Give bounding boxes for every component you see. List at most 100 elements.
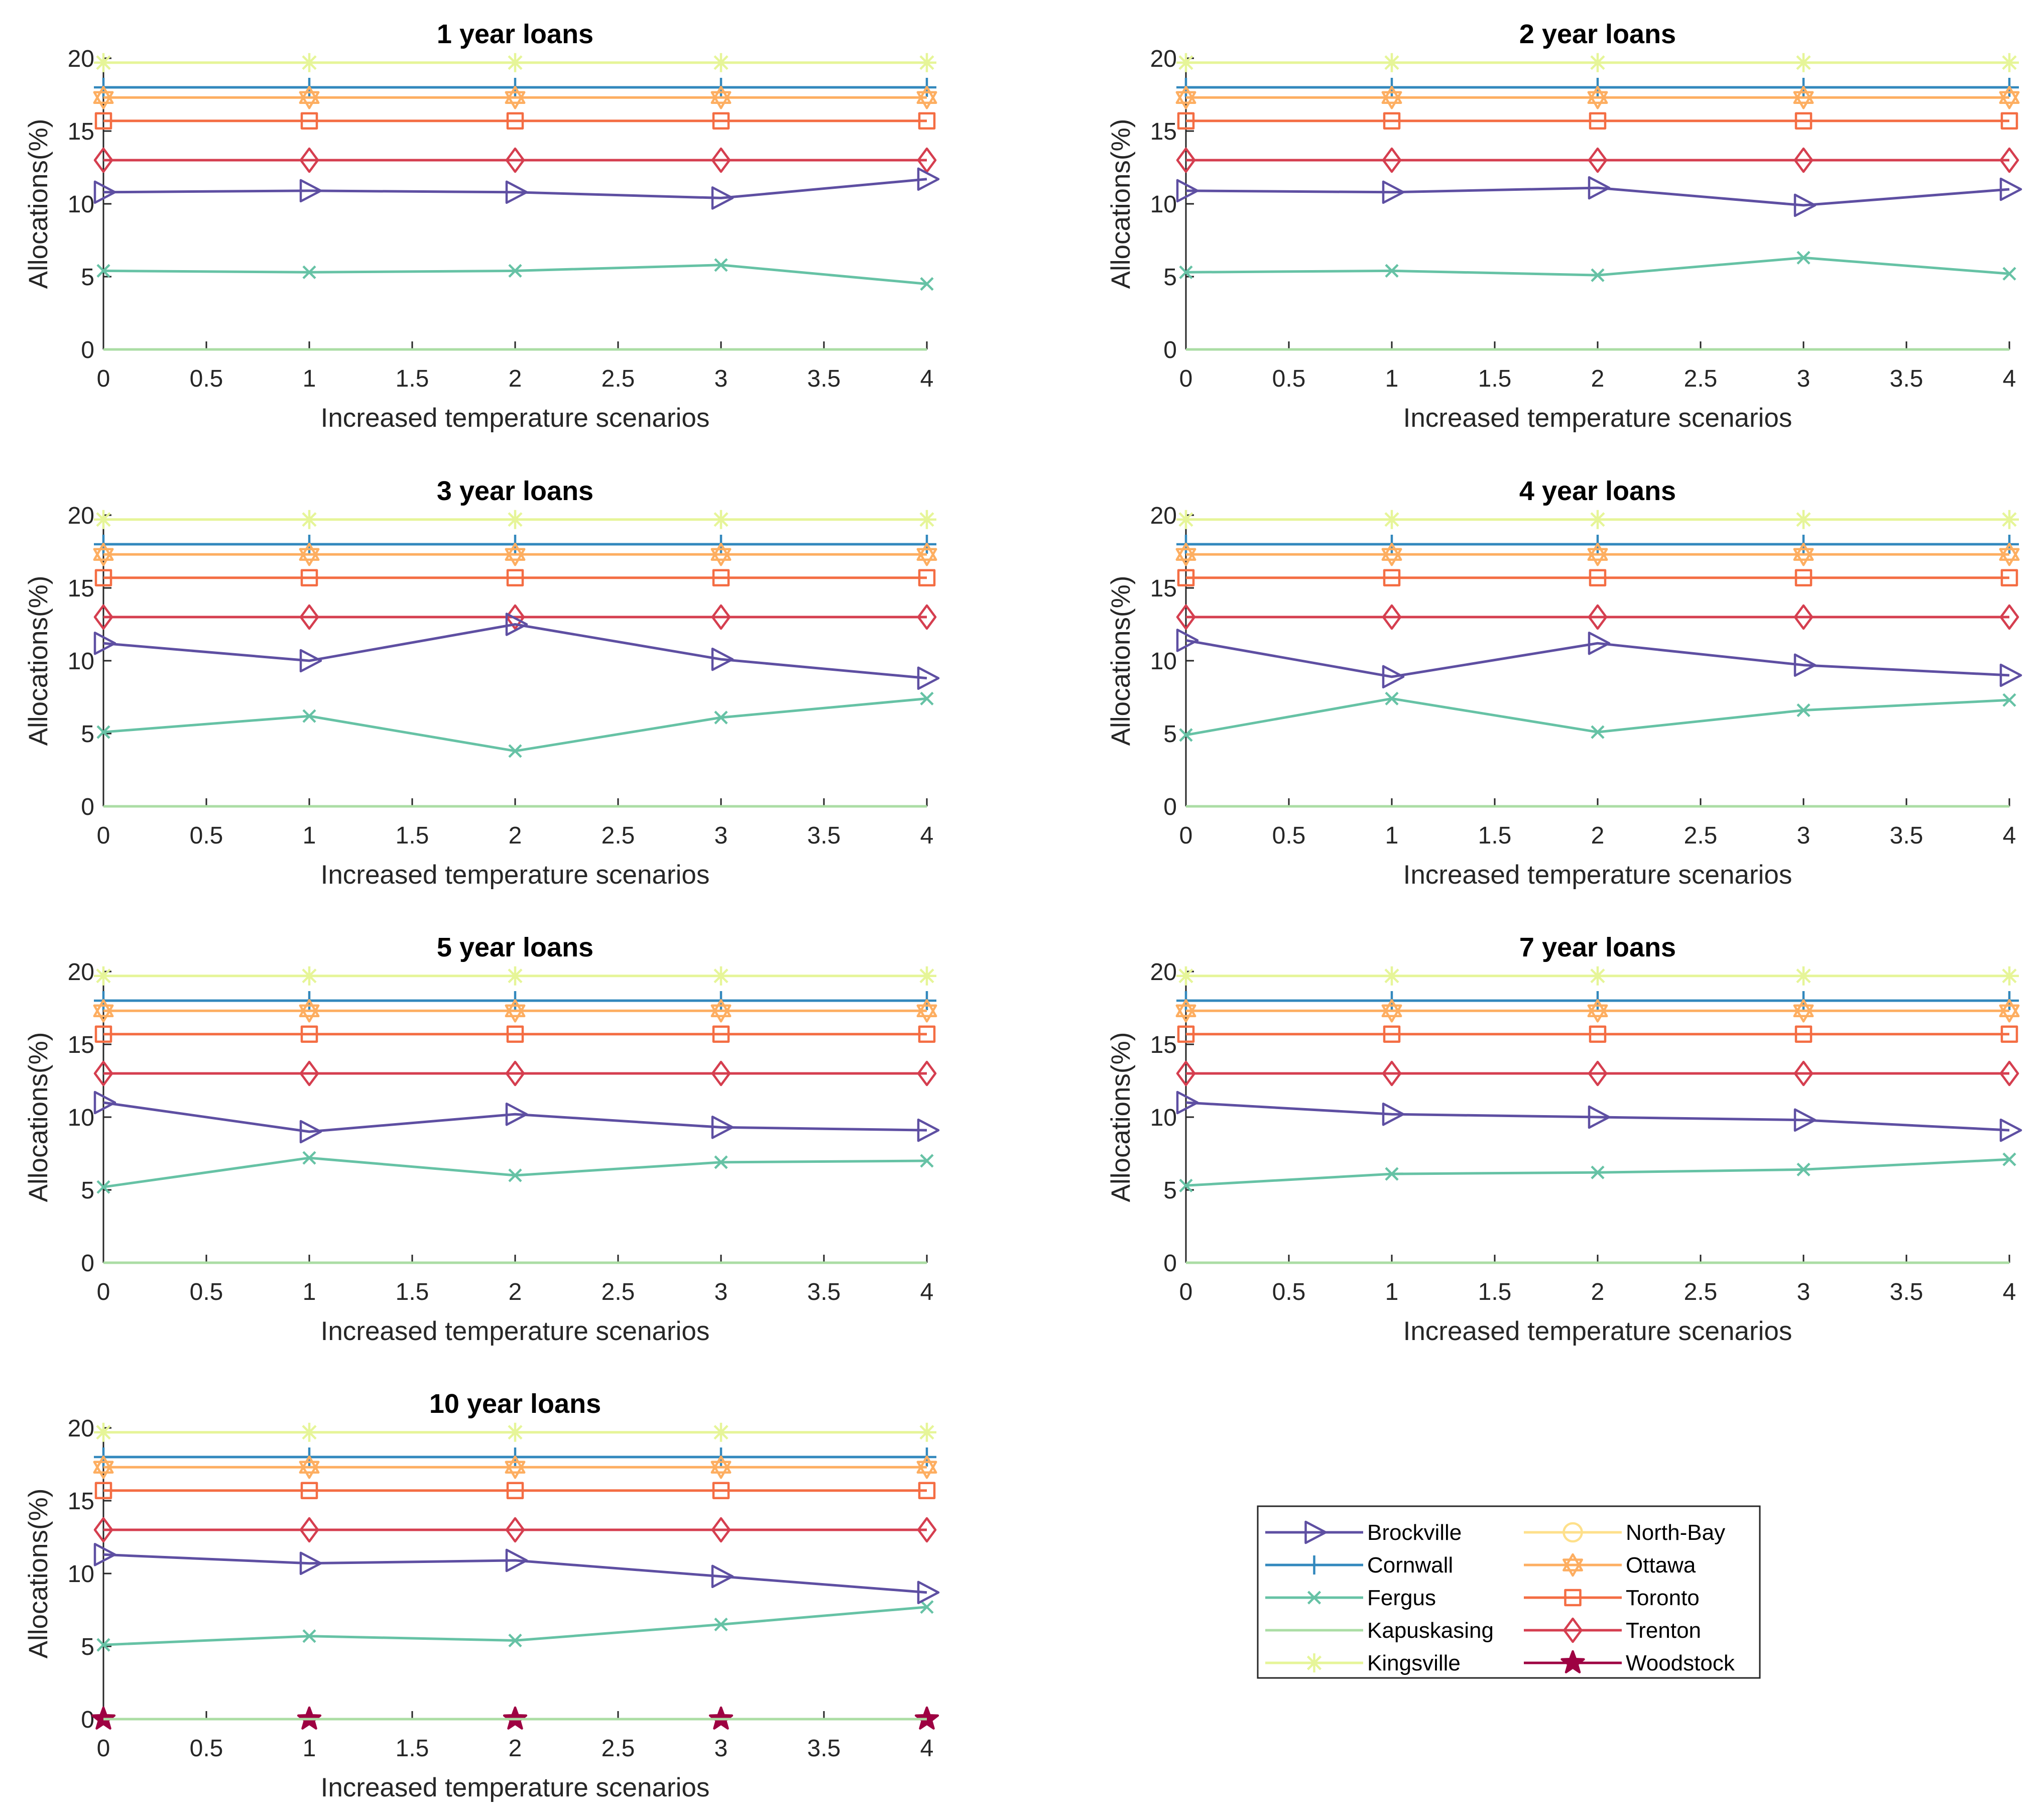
legend-item-fergus: Fergus <box>1265 1586 1436 1610</box>
series-brockville <box>1176 1091 2022 1142</box>
x-axis-label: Increased temperature scenarios <box>321 403 710 433</box>
x-tick-label: 3.5 <box>807 1735 841 1762</box>
data-point-kingsville <box>1794 510 1813 529</box>
data-point-fergus <box>920 691 934 705</box>
data-point-brockville <box>299 1120 322 1144</box>
x-tick-label: 3.5 <box>807 822 841 849</box>
y-tick-label: 20 <box>68 46 94 72</box>
series-trenton <box>93 147 937 173</box>
chart-title: 5 year loans <box>437 932 593 962</box>
y-tick-label: 0 <box>81 337 94 364</box>
data-point-trenton <box>93 1517 113 1543</box>
x-axis-label: Increased temperature scenarios <box>321 860 710 890</box>
x-axis-label: Increased temperature scenarios <box>321 1773 710 1802</box>
series-brockville <box>93 613 940 690</box>
x-tick-label: 3 <box>714 1735 728 1762</box>
data-point-fergus <box>302 1629 316 1643</box>
x-tick-label: 0.5 <box>190 1735 223 1762</box>
data-point-fergus <box>96 1638 110 1652</box>
data-point-ottawa <box>1793 999 1814 1023</box>
x-tick-label: 4 <box>2003 366 2016 392</box>
series-ottawa <box>1175 86 2020 109</box>
legend-marker-fergus <box>1307 1591 1321 1605</box>
data-point-brockville <box>1999 1118 2022 1142</box>
legend-marker-kingsville <box>1304 1653 1324 1672</box>
x-axis-label: Increased temperature scenarios <box>1403 403 1792 433</box>
series-trenton <box>93 1060 937 1086</box>
series-kingsville <box>1176 966 2019 986</box>
data-point-fergus <box>1179 728 1193 742</box>
y-tick-label: 10 <box>68 1105 94 1131</box>
data-point-ottawa <box>505 999 526 1023</box>
data-point-ottawa <box>1999 86 2020 109</box>
y-tick-label: 0 <box>81 794 94 820</box>
data-point-kingsville <box>300 510 319 529</box>
x-tick-label: 2 <box>509 1279 522 1305</box>
data-point-trenton <box>1382 147 1402 173</box>
x-tick-label: 3.5 <box>807 1279 841 1305</box>
legend-marker-brockville <box>1304 1520 1327 1544</box>
x-tick-label: 3.5 <box>1890 822 1923 849</box>
y-tick-label: 20 <box>1150 46 1177 72</box>
legend-marker-cornwall <box>1304 1555 1324 1575</box>
data-point-trenton <box>917 147 937 173</box>
x-tick-label: 2.5 <box>1684 822 1718 849</box>
series-toronto <box>1177 569 2018 586</box>
data-point-trenton <box>1588 1060 1608 1086</box>
legend-item-brockville: Brockville <box>1265 1520 1462 1545</box>
data-point-trenton <box>1382 604 1402 630</box>
data-point-brockville <box>711 1564 734 1589</box>
subplot-7-year-loans: 7 year loans 0 0.5 1 1.5 2 2.5 3 3.5 4 0 5 10 15 20 Inc… <box>1106 932 2022 1346</box>
data-point-ottawa <box>1793 543 1814 566</box>
data-point-ottawa <box>710 543 732 566</box>
x-tick-label: 3 <box>1797 1279 1811 1305</box>
x-tick-label: 2 <box>509 366 522 392</box>
y-axis-label: Allocations(%) <box>24 1489 53 1659</box>
x-tick-label: 2.5 <box>1684 366 1718 392</box>
data-point-kingsville <box>917 1422 936 1442</box>
data-point-brockville <box>1793 193 1817 217</box>
x-tick-label: 2 <box>1591 366 1605 392</box>
data-point-kingsville <box>506 510 525 529</box>
data-point-toronto <box>2000 1025 2018 1043</box>
data-point-brockville <box>1588 1105 1611 1129</box>
data-point-ottawa <box>299 1456 320 1479</box>
series-line-brockville <box>1185 639 2010 678</box>
series-kingsville <box>94 510 936 529</box>
x-tick-label: 3.5 <box>1890 1279 1923 1305</box>
subplot-10-year-loans: 10 year loans 0 0.5 1 1.5 2 2.5 3 3.5 4 0 5 10 15 20 In… <box>24 1389 940 1802</box>
data-point-toronto <box>1177 112 1195 130</box>
legend-item-kapuskasing: Kapuskasing <box>1265 1618 1494 1643</box>
x-tick-label: 2 <box>1591 822 1605 849</box>
subplot-4-year-loans: 4 year loans 0 0.5 1 1.5 2 2.5 3 3.5 4 0 5 10 15 20 Inc… <box>1106 476 2022 890</box>
y-tick-label: 10 <box>1150 191 1177 218</box>
x-tick-label: 0.5 <box>1272 822 1306 849</box>
data-point-fergus <box>2002 267 2016 281</box>
data-point-fergus <box>96 264 110 278</box>
data-point-fergus <box>508 1633 522 1647</box>
legend-marker-trenton <box>1563 1617 1583 1643</box>
data-point-ottawa <box>93 543 114 566</box>
x-tick-label: 2.5 <box>1684 1279 1718 1305</box>
series-fergus <box>96 1600 934 1652</box>
y-tick-label: 20 <box>1150 503 1177 529</box>
data-point-brockville <box>1382 180 1405 204</box>
series-fergus <box>96 1151 934 1194</box>
series-toronto <box>94 1482 936 1499</box>
data-point-toronto <box>94 569 112 586</box>
x-axis-label: Increased temperature scenarios <box>1403 1316 1792 1346</box>
data-point-trenton <box>1176 147 1196 173</box>
data-point-trenton <box>917 1060 937 1086</box>
data-point-fergus <box>1796 251 1811 265</box>
data-point-ottawa <box>916 1456 937 1479</box>
data-point-kingsville <box>300 966 319 986</box>
data-point-brockville <box>1793 1108 1817 1132</box>
x-tick-label: 0 <box>97 366 110 392</box>
data-point-fergus <box>96 1180 110 1194</box>
data-point-toronto <box>712 569 730 586</box>
data-point-trenton <box>1999 604 2019 630</box>
data-point-kingsville <box>711 966 731 986</box>
data-point-toronto <box>300 1482 318 1499</box>
data-point-kingsville <box>1382 510 1401 529</box>
data-point-toronto <box>94 1482 112 1499</box>
